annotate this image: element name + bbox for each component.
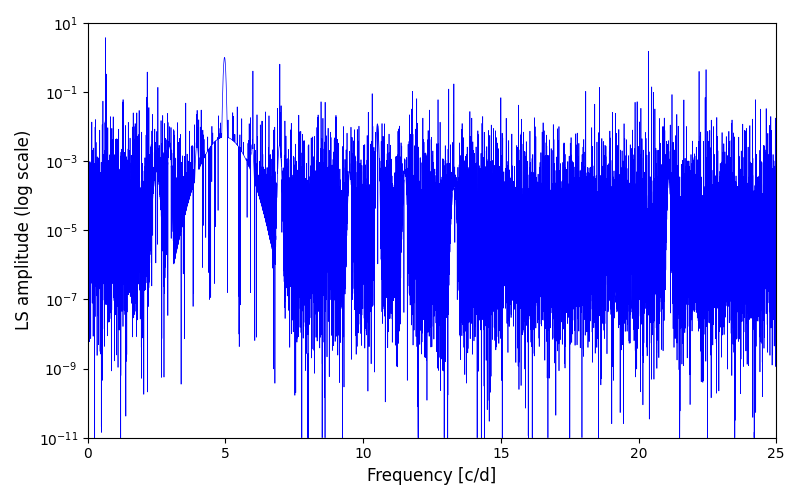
Y-axis label: LS amplitude (log scale): LS amplitude (log scale) <box>15 130 33 330</box>
X-axis label: Frequency [c/d]: Frequency [c/d] <box>367 467 497 485</box>
